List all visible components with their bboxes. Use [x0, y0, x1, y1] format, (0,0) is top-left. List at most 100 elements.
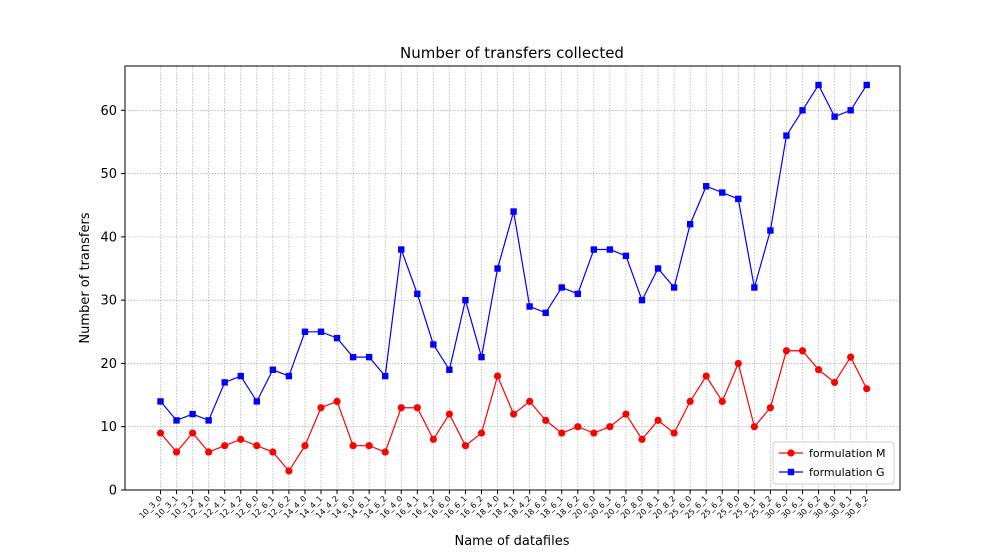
y-tick-label: 30	[100, 294, 117, 309]
data-point-formulation-m	[814, 366, 823, 374]
y-tick-label: 0	[109, 484, 117, 499]
data-point-formulation-g	[365, 353, 373, 361]
y-axis-label: Number of transfers	[78, 212, 93, 343]
data-point-formulation-m	[718, 397, 726, 406]
data-point-formulation-g	[735, 195, 742, 203]
data-point-formulation-m	[493, 372, 502, 380]
data-point-formulation-g	[349, 353, 357, 361]
data-point-formulation-g	[382, 372, 389, 380]
chart-title: Number of transfers collected	[400, 44, 624, 62]
data-point-formulation-m	[365, 442, 373, 450]
data-point-formulation-m	[349, 442, 357, 450]
data-point-formulation-g	[301, 328, 309, 335]
y-tick-label: 20	[100, 357, 117, 372]
data-point-formulation-g	[462, 296, 469, 304]
data-point-formulation-m	[397, 404, 405, 412]
data-point-formulation-m	[654, 416, 662, 424]
data-point-formulation-g	[237, 372, 244, 380]
data-point-formulation-g	[189, 410, 196, 418]
data-point-formulation-m	[445, 410, 453, 418]
data-point-formulation-g	[414, 290, 421, 298]
data-point-formulation-g	[285, 372, 293, 380]
data-point-formulation-m	[269, 448, 277, 456]
series-layer	[156, 81, 871, 475]
data-point-formulation-g	[478, 353, 485, 361]
data-point-formulation-g	[703, 183, 710, 190]
data-point-formulation-m	[156, 429, 165, 437]
data-point-formulation-m	[863, 385, 871, 393]
data-point-formulation-m	[237, 435, 245, 443]
data-point-formulation-g	[253, 398, 260, 405]
data-point-formulation-m	[686, 397, 694, 406]
data-point-formulation-g	[398, 246, 405, 253]
y-tick-label: 60	[100, 104, 117, 119]
data-point-formulation-g	[670, 284, 678, 291]
data-point-formulation-g	[767, 227, 774, 234]
data-point-formulation-g	[751, 284, 758, 291]
axes: 10_3_010_3_110_3_212_4_012_4_112_4_212_6…	[100, 104, 870, 521]
data-point-formulation-g	[831, 113, 838, 120]
data-point-formulation-g	[157, 398, 164, 405]
data-point-formulation-m	[702, 372, 710, 380]
data-point-formulation-m	[429, 435, 437, 443]
data-point-formulation-g	[799, 107, 806, 114]
data-point-formulation-g	[863, 81, 870, 89]
data-point-formulation-m	[509, 410, 518, 418]
data-point-formulation-m	[847, 353, 855, 361]
data-point-formulation-g	[542, 309, 549, 317]
data-point-formulation-g	[606, 246, 614, 253]
data-point-formulation-m	[285, 467, 293, 475]
data-point-formulation-m	[253, 442, 261, 450]
data-point-formulation-g	[847, 107, 854, 114]
data-point-formulation-g	[446, 366, 453, 373]
data-point-formulation-g	[269, 366, 277, 373]
grid-lines	[125, 66, 900, 491]
data-point-formulation-g	[638, 296, 646, 304]
data-point-formulation-g	[173, 417, 180, 424]
data-point-formulation-g	[686, 221, 694, 228]
data-point-formulation-m	[622, 410, 630, 418]
data-point-formulation-g	[622, 252, 630, 260]
data-point-formulation-g	[815, 81, 822, 89]
series-formulation-g	[157, 81, 870, 424]
data-point-formulation-g	[205, 417, 212, 424]
data-point-formulation-m	[221, 442, 229, 450]
data-point-formulation-g	[574, 290, 581, 298]
data-point-formulation-m	[205, 448, 213, 456]
data-point-formulation-g	[430, 341, 437, 348]
legend-marker-formulation-m	[787, 449, 795, 457]
data-point-formulation-m	[638, 435, 646, 443]
y-tick-label: 40	[100, 230, 117, 245]
data-point-formulation-m	[461, 442, 470, 450]
legend-label-formulation-g: formulation G	[809, 466, 885, 479]
data-point-formulation-g	[654, 265, 662, 272]
data-point-formulation-m	[831, 378, 839, 387]
data-point-formulation-m	[333, 397, 341, 406]
data-point-formulation-m	[590, 429, 598, 437]
data-point-formulation-m	[558, 429, 566, 437]
data-point-formulation-m	[301, 442, 309, 450]
data-point-formulation-g	[526, 303, 533, 310]
data-point-formulation-m	[189, 429, 197, 437]
legend-label-formulation-m: formulation M	[809, 447, 885, 460]
data-point-formulation-m	[750, 423, 758, 431]
legend-marker-formulation-g	[787, 468, 795, 476]
data-point-formulation-m	[317, 404, 325, 412]
data-point-formulation-g	[558, 284, 565, 291]
series-formulation-m	[156, 347, 871, 475]
data-point-formulation-m	[413, 404, 421, 412]
plot-frame	[124, 65, 901, 491]
data-point-formulation-m	[381, 448, 389, 456]
y-tick-label: 10	[100, 420, 117, 435]
data-point-formulation-g	[494, 265, 501, 272]
data-point-formulation-g	[719, 189, 726, 196]
data-point-formulation-m	[542, 416, 550, 424]
data-point-formulation-g	[783, 132, 790, 139]
data-point-formulation-m	[172, 448, 181, 456]
x-axis-label: Name of datafiles	[454, 534, 569, 549]
data-point-formulation-g	[317, 328, 325, 335]
data-point-formulation-g	[221, 379, 228, 386]
data-point-formulation-m	[526, 397, 534, 406]
